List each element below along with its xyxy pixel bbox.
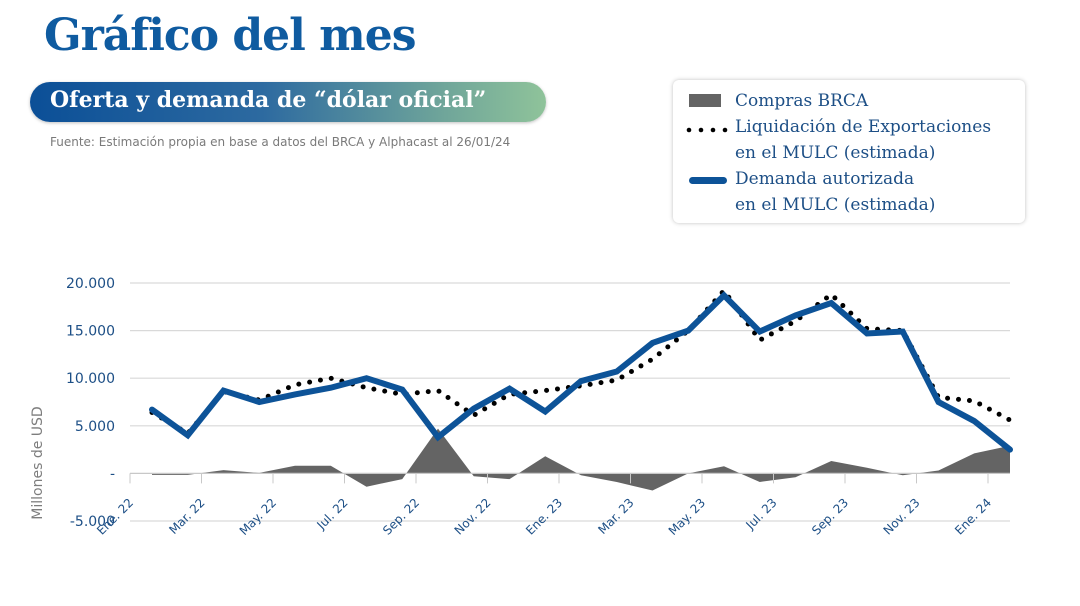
source-note: Fuente: Estimación propia en base a dato… [50, 135, 511, 149]
x-tick-label: Jul. 23 [743, 496, 780, 533]
x-tick-label: Mar. 22 [166, 496, 207, 537]
legend-swatch-demanda [689, 177, 727, 184]
x-tick-label: Sep. 22 [380, 496, 422, 538]
series-line-liquidacion-exportaciones [149, 286, 1013, 437]
y-axis-label: Millones de USD [30, 406, 46, 519]
legend-swatch-liquidacion [686, 127, 728, 133]
legend: Compras BRCA Liquidación de Exportacione… [673, 80, 1025, 223]
y-tick-label: -5.000 [70, 514, 115, 530]
y-tick-label: 5.000 [75, 419, 115, 435]
series-line-demanda-autorizada [149, 291, 1013, 453]
y-tick-label: 15.000 [66, 324, 115, 340]
x-tick-label: May. 23 [666, 496, 708, 538]
x-tick-label: Mar. 23 [595, 496, 636, 537]
x-tick-label: Ene. 23 [523, 496, 565, 538]
y-tick-label: 20.000 [66, 276, 115, 292]
chart-subtitle-banner: Oferta y demanda de “dólar oficial” [30, 82, 546, 122]
x-tick-label: Jul. 22 [314, 496, 351, 533]
y-tick-label: 10.000 [66, 371, 115, 387]
x-tick-label: Sep. 23 [809, 496, 851, 538]
page-title: Gráfico del mes [44, 10, 416, 61]
x-tick-label: Nov. 23 [881, 496, 923, 538]
x-tick-label: May. 22 [237, 496, 279, 538]
y-tick-label: - [110, 466, 115, 482]
x-tick-label: Nov. 22 [452, 496, 494, 538]
series-area-compras-brca [152, 428, 1010, 491]
x-tick-label: Ene. 24 [952, 496, 994, 538]
legend-swatch-compras [689, 94, 721, 107]
chart-subtitle: Oferta y demanda de “dólar oficial” [50, 87, 487, 113]
